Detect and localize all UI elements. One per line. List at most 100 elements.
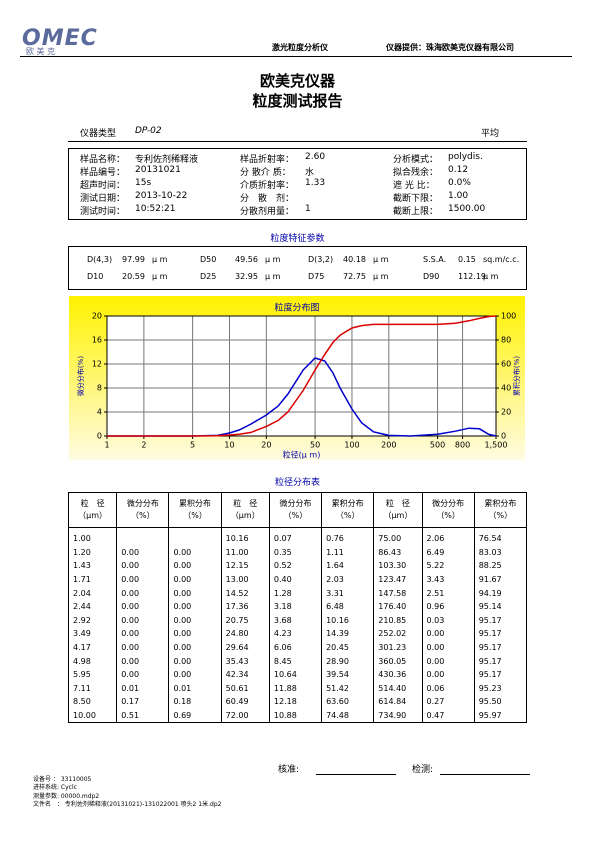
param-unit: μ m	[265, 272, 281, 281]
table-cell: 63.60	[321, 695, 375, 709]
info-label: 样品折射率：	[240, 155, 295, 165]
param-unit: μ m	[373, 255, 389, 264]
table-cell: 614.84	[373, 695, 423, 709]
y-tick-label: 12	[92, 360, 102, 369]
param-unit: μ m	[373, 272, 389, 281]
header-line: 粒 径	[80, 499, 105, 508]
table-cell: 10.64	[268, 667, 323, 682]
table-header-row: 粒 径 （μm） 微分分布 （%） 累积分布 （%） 粒 径 （μm） 微分分布 （%） 累积分布 （…	[67, 492, 528, 528]
header-line: （%）	[436, 511, 460, 520]
table-cell: 8.50	[67, 695, 118, 709]
table-cell: 1.71	[67, 572, 118, 587]
table-cell: 123.47	[373, 572, 423, 587]
inspect-label: 检测:	[412, 765, 434, 775]
note-line: 文件名 ： 专利佐剂稀释液(20131021)-131022001 喷头2 1米…	[33, 801, 222, 809]
param-name: D90	[423, 272, 440, 281]
table-cell: 95.14	[473, 599, 528, 614]
info-value: 1500.00	[448, 204, 486, 214]
table-cell: 1.43	[67, 559, 118, 573]
table-cell: 60.49	[220, 695, 270, 709]
param-unit: μ m	[483, 272, 499, 281]
table-cell: 95.17	[473, 640, 528, 655]
header-line: 累积分布	[179, 499, 212, 508]
table-cell: 0.76	[321, 527, 375, 546]
table-cell: 10.16	[220, 527, 270, 546]
info-label: 测试时间：	[80, 207, 126, 217]
header-rule	[20, 56, 572, 57]
info-value: 20131021	[135, 165, 181, 175]
table-cell: 95.23	[473, 681, 528, 696]
table-cell: 0.35	[268, 545, 323, 560]
table-cell: 103.30	[373, 559, 423, 573]
table-cell: 0.00	[116, 613, 170, 628]
table-cell: 0.40	[268, 572, 323, 587]
table-cell: 42.34	[220, 667, 270, 682]
table-cell: 4.23	[268, 627, 323, 641]
y-axis-label: 微分分布(%)	[76, 356, 85, 396]
param-value: 112.19	[458, 272, 486, 281]
table-cell: 0.18	[168, 695, 222, 709]
table-cell: 0.07	[268, 527, 323, 546]
table-cell: 28.90	[321, 654, 375, 668]
table-cell: 0.00	[168, 627, 222, 641]
table-cell: 10.16	[321, 613, 375, 628]
table-cell: 1.00	[67, 527, 118, 546]
table-cell: 11.88	[268, 681, 323, 696]
table-cell: 0.00	[116, 640, 170, 655]
table-cell	[116, 527, 170, 546]
table-cell: 72.00	[220, 708, 270, 723]
table-cell: 0.00	[116, 599, 170, 614]
table-cell: 4.17	[67, 640, 118, 655]
x-tick-label: 20	[261, 441, 271, 450]
table-cell: 147.58	[373, 586, 423, 600]
plot-area	[107, 316, 496, 436]
table-row: 4.17 0.00 0.00 29.64 6.06 20.45 301.23 0.00 95.1…	[67, 640, 528, 655]
header-line: （%）	[183, 511, 207, 520]
info-label: 介质折射率：	[240, 181, 295, 191]
x-tick-label: 800	[455, 441, 470, 450]
table-row: 1.20 0.00 0.00 11.00 0.35 1.11 86.43 6.49 83.03	[67, 545, 528, 560]
param-unit: μ m	[152, 272, 168, 281]
table-row: 2.04 0.00 0.00 14.52 1.28 3.31 147.58 2.51 94.19	[67, 586, 528, 600]
info-label: 样品编号：	[80, 168, 126, 178]
table-header: 粒 径 （μm）	[373, 492, 423, 528]
table-cell: 0.00	[168, 572, 222, 587]
table-cell: 2.92	[67, 613, 118, 628]
table-cell: 17.36	[220, 599, 270, 614]
y2-axis-label: 累积分布(%)	[512, 356, 521, 396]
series-line	[107, 315, 497, 437]
table-row: 5.95 0.00 0.00 42.34 10.64 39.54 430.36 0.00 95.…	[67, 667, 528, 682]
notes: 设备号 ： 33110005 进样系统: Cyclc 测量参数: 00000.mdp…	[33, 776, 221, 810]
table-row: 1.71 0.00 0.00 13.00 0.40 2.03 123.47 3.43 91.67	[67, 572, 528, 587]
info-value: 0.0%	[448, 178, 471, 188]
param-unit: μ m	[152, 255, 168, 264]
instrument-name: 激光粒度分析仪	[272, 43, 328, 52]
table-cell: 10.88	[268, 708, 323, 723]
table-cell: 1.28	[268, 586, 323, 600]
x-axis-label: 粒径(μ m)	[283, 450, 321, 460]
table-cell: 0.00	[116, 667, 170, 682]
table-cell: 20.75	[220, 613, 270, 628]
chart-title: 粒度分布图	[274, 302, 319, 314]
info-value: 专利佐剂稀释液	[135, 155, 199, 165]
info-label: 分散剂用量：	[240, 207, 295, 217]
table-cell: 6.06	[268, 640, 323, 655]
table-cell: 3.49	[67, 627, 118, 641]
table-row: 4.98 0.00 0.00 35.43 8.45 28.90 360.05 0.00 95.1…	[67, 654, 528, 668]
param-unit: sq.m/c.c.	[483, 255, 520, 264]
note-line: 设备号 ： 33110005	[33, 776, 92, 783]
header-line: 微分分布	[279, 499, 312, 508]
header-line: （%）	[131, 511, 155, 520]
info-value: 2.60	[305, 152, 326, 162]
table-cell: 6.49	[421, 545, 475, 560]
info-value: 水	[305, 168, 315, 178]
note-line: 进样系统: Cyclc	[33, 784, 77, 792]
header-line: 微分分布	[432, 499, 465, 508]
info-box: 样品名称： 专利佐剂稀释液 样品折射率： 2.60 分析模式： polydis. 样品编号：…	[68, 148, 527, 220]
table-cell: 210.85	[373, 613, 423, 628]
table-cell: 1.11	[321, 545, 375, 560]
table-cell: 0.00	[168, 654, 222, 668]
header-line: （%）	[335, 511, 360, 520]
table-row: 7.11 0.01 0.01 50.61 11.88 51.42 514.40 0.06 95.…	[67, 681, 528, 696]
table-row: 1.43 0.00 0.00 12.15 0.52 1.64 103.30 5.22 88.25	[67, 559, 528, 573]
